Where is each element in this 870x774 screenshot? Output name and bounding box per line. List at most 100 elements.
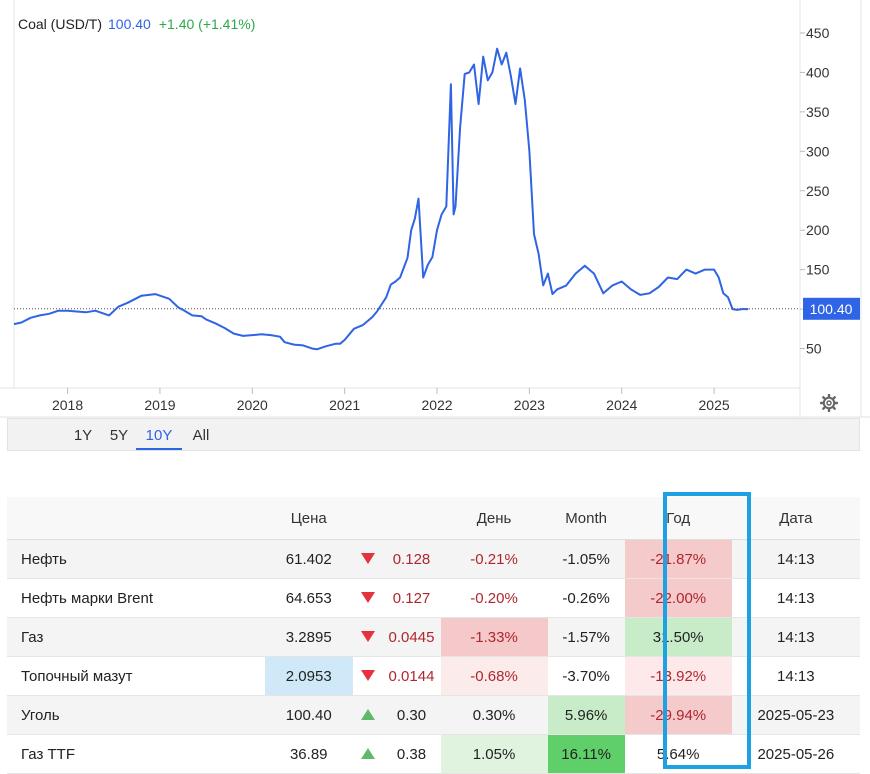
year-change-cell: -13.92% [624, 656, 732, 696]
y-tick-label: 200 [806, 222, 830, 238]
x-tick-label: 2025 [699, 397, 730, 413]
header-direction [352, 497, 383, 540]
range-selector: 1Y 5Y 10Y All [7, 418, 860, 451]
y-tick-label: 150 [806, 262, 830, 278]
x-tick-label: 2021 [329, 397, 360, 413]
x-tick-label: 2018 [52, 397, 83, 413]
header-day[interactable]: День [440, 497, 548, 540]
y-tick-label: 300 [806, 143, 830, 159]
x-tick-label: 2024 [606, 397, 637, 413]
range-all-button[interactable]: All [192, 427, 210, 444]
date-cell: 14:13 [731, 539, 860, 579]
date-cell: 14:13 [731, 617, 860, 657]
direction-cell [352, 617, 383, 657]
commodity-name-link[interactable]: Газ TTF [7, 734, 265, 774]
month-change-cell: 16.11% [547, 734, 625, 774]
year-change-cell: -22.00% [624, 578, 732, 618]
commodity-name-link[interactable]: Газ [7, 617, 265, 657]
commodity-name-link[interactable]: Уголь [7, 695, 265, 735]
direction-cell [352, 695, 383, 735]
day-change-cell: -0.21% [440, 539, 548, 579]
table-row[interactable]: Нефть марки Brent 64.653 0.127 -0.20% -0.26%… [7, 578, 860, 618]
date-cell: 14:13 [731, 578, 860, 618]
chart-last-value: 100.40 [108, 16, 151, 32]
price-chart: 450 400 350 300 250 200 150 50 2018 2019 2020 2021 2… [0, 0, 870, 451]
coal-price-line [13, 47, 749, 351]
change-cell: 0.128 [382, 539, 441, 579]
commodity-name-link[interactable]: Топочный мазут [7, 656, 265, 696]
x-tick-label: 2023 [514, 397, 545, 413]
last-value-label-bg [803, 297, 860, 320]
y-tick-label: 450 [806, 25, 830, 41]
commodity-name-link[interactable]: Нефть [7, 539, 265, 579]
chart-change: +1.40 (+1.41%) [159, 16, 256, 32]
chart-title-name: Coal (USD/T) [18, 16, 102, 32]
header-month[interactable]: Month [547, 497, 625, 540]
date-cell: 14:13 [731, 656, 860, 696]
day-change-cell: 1.05% [440, 734, 548, 774]
arrow-down-icon [360, 591, 375, 603]
x-tick-label: 2020 [237, 397, 268, 413]
arrow-up-icon [360, 747, 375, 759]
chart-title: Coal (USD/T) 100.40 +1.40 (+1.41%) [18, 16, 255, 32]
table-row[interactable]: Нефть 61.402 0.128 -0.21% -1.05% -21.87% 14:13 [7, 539, 860, 579]
coal-line-chart: 450 400 350 300 250 200 150 50 2018 2019 2020 2021 2… [0, 0, 870, 418]
date-cell: 2025-05-26 [731, 734, 860, 774]
y-tick-label: 350 [806, 104, 830, 120]
date-cell: 2025-05-23 [731, 695, 860, 735]
header-change [382, 497, 441, 540]
table-row[interactable]: Газ 3.2895 0.0445 -1.33% -1.57% 31.50% 14:13 [7, 617, 860, 657]
table-row[interactable]: Топочный мазут 2.0953 0.0144 -0.68% -3.70% -1… [7, 656, 860, 696]
table-row[interactable]: Уголь 100.40 0.30 0.30% 5.96% -29.94% 2025-05-… [7, 695, 860, 735]
direction-cell [352, 656, 383, 696]
header-year[interactable]: Год [624, 497, 732, 540]
year-change-cell: -21.87% [624, 539, 732, 579]
x-tick-label: 2022 [421, 397, 452, 413]
header-price[interactable]: Цена [264, 497, 353, 540]
day-change-cell: 0.30% [440, 695, 548, 735]
y-tick-label: 400 [806, 64, 830, 80]
change-cell: 0.38 [382, 734, 441, 774]
table-row[interactable]: Газ TTF 36.89 0.38 1.05% 16.11% 5.64% 2025-05-… [7, 734, 860, 774]
arrow-down-icon [360, 669, 375, 681]
table-header: Цена День Month Год Дата [7, 497, 860, 540]
change-cell: 0.0445 [382, 617, 441, 657]
month-change-cell: -3.70% [547, 656, 625, 696]
price-cell: 61.402 [264, 539, 353, 579]
y-tick-label: 50 [806, 341, 822, 357]
change-cell: 0.0144 [382, 656, 441, 696]
last-value-label: 100.40 [810, 301, 853, 317]
day-change-cell: -1.33% [440, 617, 548, 657]
price-cell: 2.0953 [264, 656, 353, 696]
change-cell: 0.127 [382, 578, 441, 618]
y-tick-label: 250 [806, 183, 830, 199]
change-cell: 0.30 [382, 695, 441, 735]
commodity-name-link[interactable]: Нефть марки Brent [7, 578, 265, 618]
header-date[interactable]: Дата [731, 497, 860, 540]
header-name [7, 497, 265, 540]
year-change-cell: 5.64% [624, 734, 732, 774]
arrow-down-icon [360, 552, 375, 564]
year-change-cell: 31.50% [624, 617, 732, 657]
arrow-up-icon [360, 708, 375, 720]
settings-gear-icon[interactable] [819, 393, 839, 413]
direction-cell [352, 539, 383, 579]
day-change-cell: -0.20% [440, 578, 548, 618]
month-change-cell: -1.57% [547, 617, 625, 657]
direction-cell [352, 734, 383, 774]
price-cell: 64.653 [264, 578, 353, 618]
range-1y-button[interactable]: 1Y [73, 427, 93, 444]
x-tick-label: 2019 [144, 397, 175, 413]
range-5y-button[interactable]: 5Y [109, 427, 129, 444]
commodities-table: Цена День Month Год Дата Нефть 61.402 0.12… [7, 497, 860, 774]
month-change-cell: -0.26% [547, 578, 625, 618]
year-change-cell: -29.94% [624, 695, 732, 735]
range-10y-button[interactable]: 10Y [136, 419, 182, 450]
arrow-down-icon [360, 630, 375, 642]
price-cell: 100.40 [264, 695, 353, 735]
direction-cell [352, 578, 383, 618]
day-change-cell: -0.68% [440, 656, 548, 696]
month-change-cell: 5.96% [547, 695, 625, 735]
month-change-cell: -1.05% [547, 539, 625, 579]
price-cell: 3.2895 [264, 617, 353, 657]
